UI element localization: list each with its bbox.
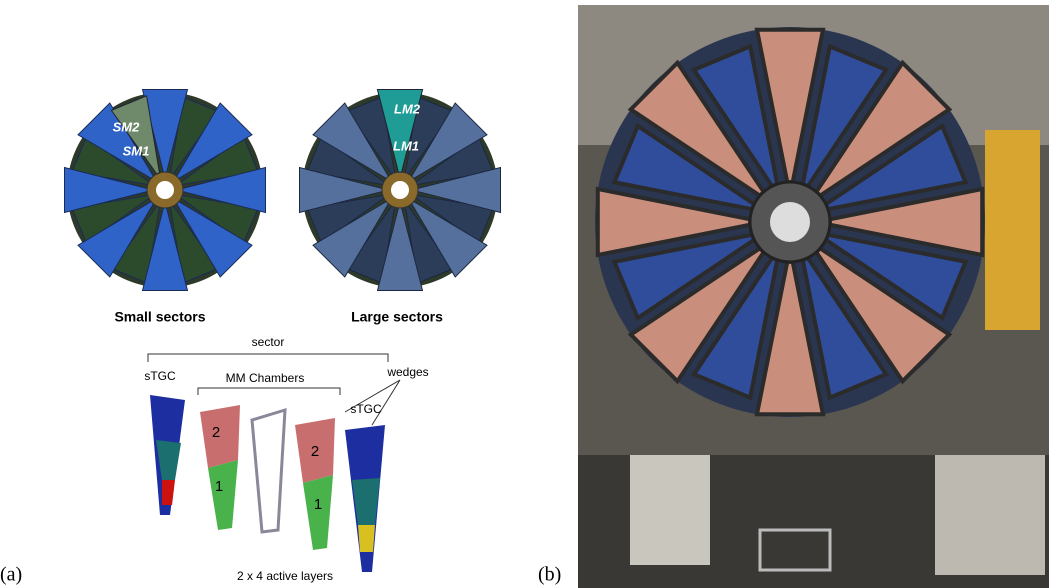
hub-hole — [156, 181, 174, 199]
panel-label: (a) — [0, 564, 22, 586]
figure: SM2 SM1 LM2 LM1 sector sTGC MM Chambers we… — [0, 0, 1049, 588]
layer-number: 1 — [215, 478, 223, 495]
mm-label: MM Chambers — [226, 371, 305, 385]
photo-crate — [935, 455, 1045, 575]
photo-wheel — [595, 27, 985, 417]
sector-label: sector — [252, 335, 285, 349]
layer-number: 2 — [212, 424, 220, 441]
sector-label: LM1 — [393, 138, 419, 153]
small-wheel: SM2 SM1 — [65, 90, 266, 291]
mm-chamber-bottom — [208, 460, 238, 530]
exploded-view: sector sTGC MM Chambers wedges sTGC 2 1 … — [144, 335, 428, 583]
sector-label: SM2 — [113, 119, 141, 134]
wheel-caption: Small sectors — [114, 309, 205, 325]
exploded-caption: 2 x 4 active layers — [237, 569, 333, 583]
stgc-label: sTGC — [144, 369, 176, 383]
stgc-right-low — [358, 525, 375, 552]
panel-label: (b) — [538, 564, 561, 586]
layer-number: 1 — [314, 496, 322, 513]
photo-hub-inner — [770, 202, 810, 242]
hub-hole — [391, 181, 409, 199]
layer-number: 2 — [311, 443, 319, 460]
large-wheel: LM2 LM1 — [300, 90, 501, 291]
mm-bracket — [198, 388, 340, 395]
stgc-left-low — [162, 480, 175, 505]
spacer-frame — [252, 410, 285, 532]
sector-bracket — [148, 354, 388, 362]
sector-label: LM2 — [394, 101, 421, 116]
wedges-label: wedges — [386, 365, 428, 379]
stgc-label: sTGC — [350, 402, 382, 416]
sector-label: SM1 — [123, 143, 150, 158]
photo-lift — [985, 130, 1040, 330]
wheel-caption: Large sectors — [351, 309, 443, 325]
photo-crate — [630, 455, 710, 565]
